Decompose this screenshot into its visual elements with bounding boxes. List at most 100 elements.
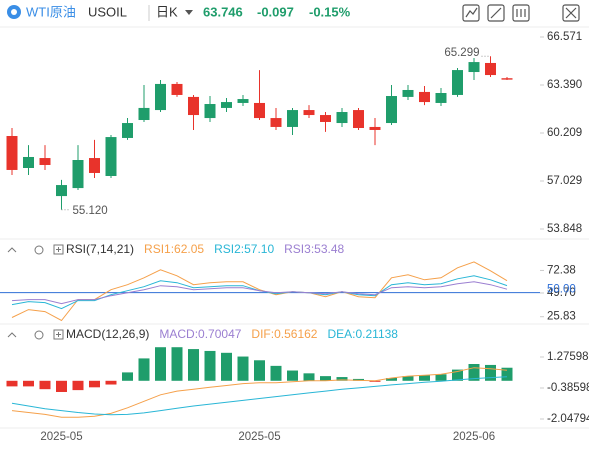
legend-entry: RSI2:57.10 xyxy=(214,242,274,256)
y-tick-label: -0.38598 xyxy=(547,382,589,394)
y-tick-label: 57.029 xyxy=(547,175,582,187)
macd-bar xyxy=(270,365,282,381)
candle-body xyxy=(501,78,513,80)
symbol-code: USOIL xyxy=(88,4,127,19)
y-tick-label: 66.571 xyxy=(547,31,582,43)
candle-body xyxy=(204,104,216,119)
candle-body xyxy=(138,107,150,121)
macd-bar xyxy=(237,356,249,381)
candle-body xyxy=(89,158,100,173)
macd-bar xyxy=(254,360,265,381)
legend-entry: RSI1:62.05 xyxy=(144,242,204,256)
legend-entry: DEA:0.21138 xyxy=(327,327,398,341)
macd-bar xyxy=(138,358,150,381)
collapse-icon[interactable] xyxy=(7,247,17,253)
y-tick-label: 49.70 xyxy=(547,287,576,299)
tool-settings[interactable] xyxy=(512,4,530,22)
macd-bar xyxy=(435,374,447,381)
candle-body xyxy=(39,158,51,165)
collapse-icon[interactable] xyxy=(7,332,17,338)
macd-bar xyxy=(72,380,84,391)
tool-settings-icon xyxy=(516,9,526,17)
x-tick-label: 2025-06 xyxy=(453,431,495,443)
add-icon[interactable] xyxy=(53,244,64,255)
y-tick-label: 1.27598 xyxy=(547,351,589,363)
macd-bar xyxy=(402,376,414,381)
symbol-title[interactable]: WTI原油 xyxy=(26,4,76,19)
candle-body xyxy=(237,99,249,103)
macd-bar xyxy=(386,377,397,381)
candle-body xyxy=(353,110,364,129)
candle-body xyxy=(452,70,463,95)
candle-body xyxy=(336,112,348,124)
candle-body xyxy=(188,96,199,116)
macd-bar xyxy=(419,375,430,381)
candle-body xyxy=(369,126,381,130)
x-tick-label: 2025-05 xyxy=(238,431,280,443)
add-icon-cross xyxy=(56,247,61,252)
candle-body xyxy=(320,115,331,122)
reference-label: 50.00 xyxy=(547,284,576,296)
add-icon-cross xyxy=(56,332,61,337)
tool-draw[interactable] xyxy=(487,4,505,22)
macd-bar xyxy=(204,350,216,381)
macd-bar xyxy=(320,376,331,381)
macd-bar xyxy=(23,380,34,387)
macd-bar xyxy=(122,372,133,381)
candle-body xyxy=(221,102,232,108)
candle-body xyxy=(468,62,480,73)
add-icon[interactable] xyxy=(53,329,64,340)
indicator-line xyxy=(11,367,508,418)
y-tick-label: 25.83 xyxy=(547,311,576,323)
candle-body xyxy=(303,110,315,116)
candle-body xyxy=(6,136,18,170)
settings-icon[interactable] xyxy=(34,330,44,340)
tool-fullscreen[interactable] xyxy=(562,4,580,22)
macd-bar xyxy=(6,380,18,387)
macd-bar xyxy=(171,347,183,381)
candle-body xyxy=(23,156,34,168)
candle-body xyxy=(270,118,282,127)
macd-bar xyxy=(188,349,199,381)
legend-entry: DIF:0.56162 xyxy=(251,327,317,341)
macd-bar xyxy=(468,364,480,381)
y-tick-label: 53.848 xyxy=(547,223,582,235)
candle-body xyxy=(171,83,183,95)
macd-bar xyxy=(287,370,298,381)
macd-bar xyxy=(353,378,364,381)
last-price: 63.746 xyxy=(203,4,243,19)
high-annotation: 65.299 xyxy=(444,47,479,59)
candle-body xyxy=(485,62,496,76)
macd-bar xyxy=(105,380,117,385)
candle-body xyxy=(254,102,265,119)
y-tick-label: 63.390 xyxy=(547,79,582,91)
indicator-line xyxy=(11,376,508,416)
candle-body xyxy=(122,123,133,138)
symbol-icon-inner xyxy=(11,9,17,15)
macd-bar xyxy=(501,367,513,381)
macd-bar xyxy=(485,364,496,381)
candle-body xyxy=(402,89,414,97)
period[interactable]: 日K xyxy=(156,4,178,19)
settings-icon[interactable] xyxy=(34,245,44,255)
candle-body xyxy=(435,93,447,103)
period-dropdown[interactable] xyxy=(185,10,193,15)
y-tick-label: -2.04794 xyxy=(547,413,589,425)
macd-bar xyxy=(56,380,67,392)
y-tick-label: 60.209 xyxy=(547,127,582,139)
tool-indicator[interactable] xyxy=(462,4,480,22)
macd-bar xyxy=(89,380,100,388)
price-change: -0.097 xyxy=(257,4,294,19)
legend-entry: RSI3:53.48 xyxy=(284,242,344,256)
macd-title: MACD(12,26,9) xyxy=(66,327,149,341)
macd-bar xyxy=(303,373,315,381)
tool-fullscreen-icon xyxy=(565,7,577,19)
price-change-percent: -0.15% xyxy=(309,4,351,19)
macd-bar xyxy=(39,380,51,390)
macd-bar xyxy=(221,352,232,381)
candle-body xyxy=(155,83,166,111)
candle-body xyxy=(287,110,298,127)
rsi-title: RSI(7,14,21) xyxy=(66,242,134,256)
candle-body xyxy=(386,96,397,124)
